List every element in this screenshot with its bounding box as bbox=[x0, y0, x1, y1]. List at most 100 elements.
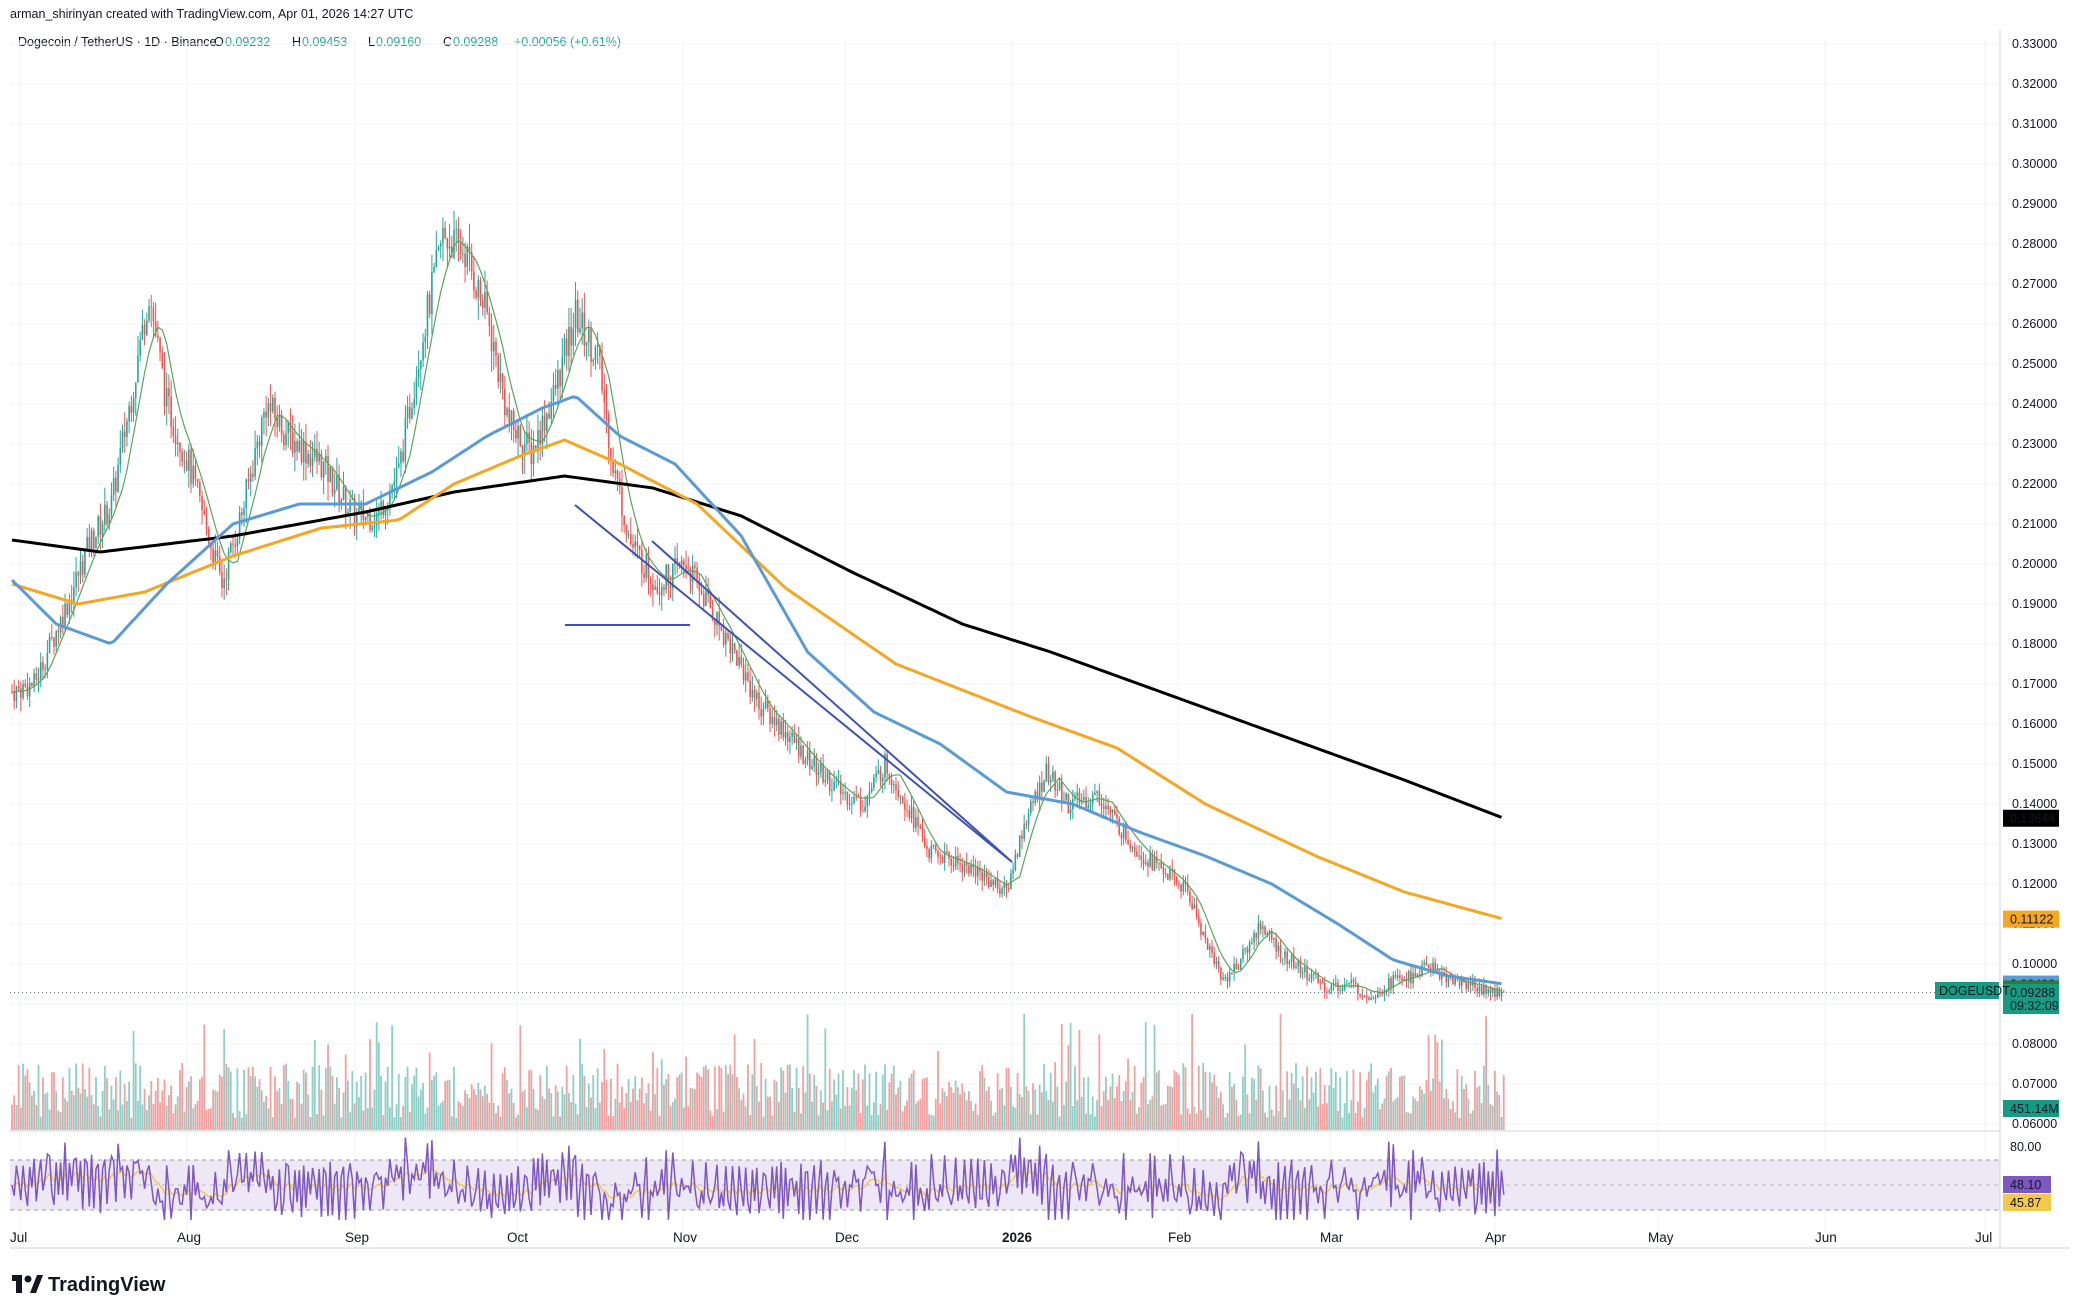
candle-body bbox=[1454, 977, 1456, 985]
volume-bar bbox=[1200, 1109, 1202, 1130]
candle-body bbox=[17, 686, 20, 689]
candle-body bbox=[744, 672, 747, 681]
volume-bar bbox=[576, 1114, 579, 1130]
candle-body bbox=[95, 536, 97, 549]
candle-body bbox=[910, 806, 913, 819]
candle-body bbox=[738, 656, 740, 666]
volume-bar bbox=[324, 1068, 327, 1130]
candle-body bbox=[870, 787, 873, 792]
volume-bar bbox=[470, 1084, 473, 1130]
candle-body bbox=[256, 441, 259, 449]
trendline-1[interactable] bbox=[574, 504, 1013, 863]
volume-bar bbox=[782, 1070, 785, 1130]
volume-bar bbox=[1458, 1117, 1461, 1130]
volume-bar bbox=[293, 1117, 296, 1130]
volume-bar bbox=[1228, 1072, 1231, 1130]
volume-bar bbox=[616, 1063, 619, 1130]
price-tick-label: 0.07000 bbox=[2012, 1077, 2057, 1091]
volume-bar bbox=[397, 1073, 400, 1130]
candle-body bbox=[676, 558, 679, 562]
volume-bar bbox=[1385, 1075, 1388, 1130]
time-tick-label: Oct bbox=[507, 1230, 528, 1245]
candle-body bbox=[311, 457, 314, 467]
volume-bar bbox=[185, 1086, 188, 1130]
candle-body bbox=[274, 397, 276, 418]
candlesticks[interactable] bbox=[11, 210, 1505, 1004]
volume-bar bbox=[698, 1074, 701, 1130]
volume-bar bbox=[128, 1081, 131, 1130]
volume-bar bbox=[656, 1068, 659, 1130]
countdown-badge: 09:32:09 bbox=[2003, 997, 2059, 1014]
price-tick-label: 0.27000 bbox=[2012, 277, 2057, 291]
volume-bar bbox=[395, 1104, 398, 1130]
candle-body bbox=[296, 441, 298, 452]
tradingview-logo[interactable]: TradingView bbox=[12, 1274, 166, 1296]
candle-body bbox=[716, 612, 718, 625]
candle-body bbox=[546, 413, 548, 431]
candle-body bbox=[592, 359, 595, 362]
volume-bar bbox=[1255, 1099, 1258, 1130]
volume-bar bbox=[895, 1094, 897, 1130]
volume-bar bbox=[866, 1105, 869, 1130]
volume-bar bbox=[201, 1076, 203, 1130]
volume-bar bbox=[97, 1105, 100, 1130]
close-value: 0.09288 bbox=[453, 35, 498, 49]
volume-bar bbox=[1308, 1099, 1311, 1130]
volume-bar bbox=[514, 1117, 517, 1130]
volume-bar bbox=[1401, 1075, 1403, 1130]
candle-body bbox=[588, 328, 590, 343]
candle-body bbox=[1111, 810, 1114, 813]
volume-bar bbox=[240, 1117, 243, 1130]
candle-body bbox=[409, 406, 411, 419]
trendline-2[interactable] bbox=[651, 540, 1013, 863]
candle-body bbox=[851, 803, 853, 805]
candle-body bbox=[1189, 891, 1191, 903]
volume-bar bbox=[607, 1115, 610, 1130]
volume-bar bbox=[974, 1103, 977, 1130]
candle-body bbox=[1370, 998, 1372, 1000]
candle-body bbox=[1301, 972, 1304, 974]
volume-bar bbox=[309, 1116, 312, 1130]
candle-body bbox=[218, 556, 221, 573]
candle-body bbox=[939, 856, 941, 858]
volume-bar bbox=[210, 1108, 212, 1130]
volume-bar bbox=[1425, 1079, 1428, 1130]
volume-bar bbox=[523, 1090, 526, 1130]
volume-bar bbox=[1359, 1072, 1361, 1130]
candle-body bbox=[1065, 793, 1067, 801]
candle-body bbox=[62, 616, 64, 628]
volume-bar bbox=[300, 1103, 303, 1130]
volume-bar bbox=[484, 1085, 486, 1130]
candle-body bbox=[632, 543, 634, 548]
candle-body bbox=[1399, 975, 1401, 978]
volume-bar bbox=[574, 1103, 577, 1130]
volume-bar bbox=[687, 1106, 690, 1130]
trendlines[interactable] bbox=[565, 504, 1013, 863]
candle-body bbox=[680, 560, 683, 566]
symbol-tag-bg bbox=[1935, 982, 1999, 999]
price-axis[interactable]: 0.33000 0.32000 0.31000 0.30000 0.29000 0.280… bbox=[2012, 37, 2057, 1131]
candle-body bbox=[855, 796, 858, 798]
volume-bar bbox=[685, 1056, 687, 1130]
candle-body bbox=[678, 561, 681, 566]
candle-body bbox=[828, 771, 831, 792]
volume-bar bbox=[1429, 1090, 1432, 1130]
candle-body bbox=[943, 851, 946, 863]
volume-bar bbox=[1222, 1104, 1224, 1130]
candle-body bbox=[623, 516, 625, 526]
candle-body bbox=[172, 426, 175, 436]
volume-bar bbox=[1149, 1099, 1152, 1130]
time-axis[interactable]: Jul Aug Sep Oct Nov Dec 2026 Feb Mar Apr May Jun Jul bbox=[10, 1230, 1992, 1245]
candle-body bbox=[970, 864, 972, 874]
volume-bar bbox=[1153, 1025, 1156, 1130]
candle-body bbox=[952, 865, 955, 867]
volume-bar bbox=[159, 1102, 161, 1130]
candle-body bbox=[1144, 862, 1147, 864]
volume-bar bbox=[740, 1099, 743, 1130]
candle-body bbox=[791, 732, 793, 737]
candle-body bbox=[280, 414, 283, 436]
volume-bar bbox=[344, 1054, 347, 1130]
price-badge-text: 0.09288 bbox=[2010, 986, 2055, 1000]
candle-body bbox=[446, 238, 449, 249]
